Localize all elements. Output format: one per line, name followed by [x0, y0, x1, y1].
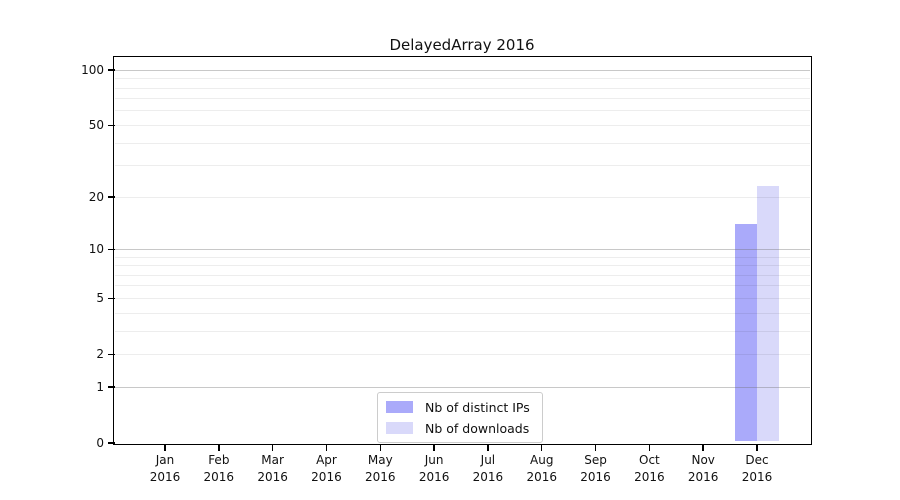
x-axis-tick-label: Oct 2016: [619, 452, 679, 485]
chart-title: DelayedArray 2016: [389, 36, 535, 54]
x-axis-tick-label-line: 2016: [311, 469, 342, 484]
legend-swatch-downloads-icon: [386, 422, 413, 434]
y-axis-tick-label: 2: [96, 347, 104, 362]
y-axis-tick-label: 20: [88, 190, 104, 205]
x-axis-tick-label-line: Apr: [316, 453, 337, 467]
x-axis-tick: [325, 444, 328, 451]
y-axis-tick: [107, 196, 115, 198]
y-axis-tick-label: 100: [81, 63, 104, 78]
x-axis-tick-label: Apr 2016: [296, 452, 356, 485]
y-axis-tick-label: 0: [96, 436, 104, 450]
x-axis-tick-label-line: Jun: [424, 453, 444, 467]
legend-row-downloads: Nb of downloads: [386, 419, 530, 437]
legend-row-distinct-ips: Nb of distinct IPs: [386, 398, 530, 416]
bar-nb-of-downloads-dec-2016: [757, 186, 780, 442]
y-axis-tick: [107, 442, 115, 444]
x-axis-tick-label: Jul 2016: [458, 452, 518, 485]
x-axis-tick-label-line: Feb: [208, 453, 230, 467]
y-axis-tick: [107, 124, 115, 127]
x-axis-tick: [271, 444, 274, 451]
x-axis-tick-label-line: 2016: [741, 469, 773, 484]
x-axis-tick-label: Aug 2016: [512, 452, 572, 485]
x-axis-tick-label: Jan 2016: [135, 452, 195, 485]
x-axis-tick: [756, 444, 758, 451]
x-axis-tick-label-line: Sep: [584, 453, 607, 467]
x-axis-tick-label-line: 2016: [634, 469, 665, 484]
x-axis-tick-label: Dec 2016: [727, 452, 787, 485]
y-axis-tick-label: 5: [96, 291, 104, 306]
x-axis-tick-label-line: May: [367, 453, 393, 467]
x-axis-tick-label-line: Jul: [480, 453, 496, 467]
x-axis-tick-label-line: 2016: [364, 469, 396, 484]
legend-swatch-distinct-ips-icon: [386, 401, 413, 413]
x-axis-tick-label-line: Aug: [530, 453, 554, 467]
y-axis-tick: [107, 353, 115, 356]
x-axis-tick: [487, 444, 489, 451]
x-axis-tick-label-line: 2016: [418, 469, 450, 484]
x-axis-tick: [540, 444, 543, 451]
x-axis-tick-label: Feb 2016: [189, 452, 249, 485]
y-axis-tick: [107, 248, 115, 251]
chart-legend: Nb of distinct IPs Nb of downloads: [377, 392, 543, 443]
y-axis-tick-label: 10: [88, 242, 104, 257]
x-axis-tick: [218, 444, 220, 451]
x-axis-tick-label-line: 2016: [580, 469, 611, 484]
x-axis-tick-label: Nov 2016: [673, 452, 733, 485]
x-axis-tick-label-line: Dec: [745, 453, 769, 467]
x-axis-tick: [433, 444, 435, 451]
legend-label-downloads: Nb of downloads: [425, 420, 530, 436]
x-axis-tick: [594, 444, 597, 451]
x-axis-tick-label: Jun 2016: [404, 452, 464, 485]
y-axis-tick: [107, 69, 115, 71]
x-axis-tick-label-line: 2016: [687, 469, 719, 484]
x-axis-tick-label: May 2016: [350, 452, 410, 485]
x-axis-tick-label-line: Jan: [155, 453, 175, 467]
x-axis-tick-label-line: 2016: [472, 469, 504, 484]
x-axis-tick: [648, 444, 651, 451]
legend-label-distinct-ips: Nb of distinct IPs: [425, 399, 530, 415]
x-axis-tick-label-line: Oct: [639, 453, 660, 467]
x-axis-tick-label-line: 2016: [526, 469, 557, 484]
y-axis-tick: [107, 297, 115, 300]
y-axis-tick-label: 1: [96, 380, 104, 395]
x-axis-tick: [702, 444, 704, 451]
x-axis-tick-label: Sep 2016: [566, 452, 626, 485]
bar-nb-of-distinct-ips-dec-2016: [735, 224, 758, 442]
x-axis-tick-label-line: Mar: [261, 453, 284, 467]
x-axis-tick-label-line: 2016: [257, 469, 288, 484]
x-axis-tick-label: Mar 2016: [243, 452, 303, 485]
x-axis-tick: [379, 444, 382, 451]
x-axis-tick-label-line: Nov: [691, 453, 715, 467]
x-axis-tick-label-line: 2016: [149, 469, 181, 484]
x-axis-tick-label-line: 2016: [203, 469, 235, 484]
x-axis-tick: [164, 444, 166, 451]
y-axis-tick: [107, 386, 115, 388]
y-axis-tick-label: 50: [88, 118, 104, 133]
